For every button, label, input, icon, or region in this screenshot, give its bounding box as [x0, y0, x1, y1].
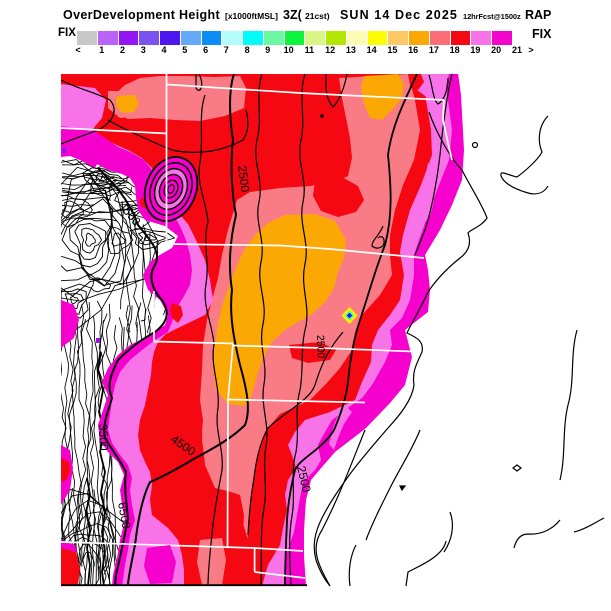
svg-text:2500: 2500 — [235, 165, 252, 194]
svg-text:3500: 3500 — [96, 424, 111, 451]
svg-text:2500: 2500 — [294, 465, 314, 494]
svg-text:6500: 6500 — [115, 501, 133, 530]
svg-text:2500: 2500 — [314, 335, 327, 359]
